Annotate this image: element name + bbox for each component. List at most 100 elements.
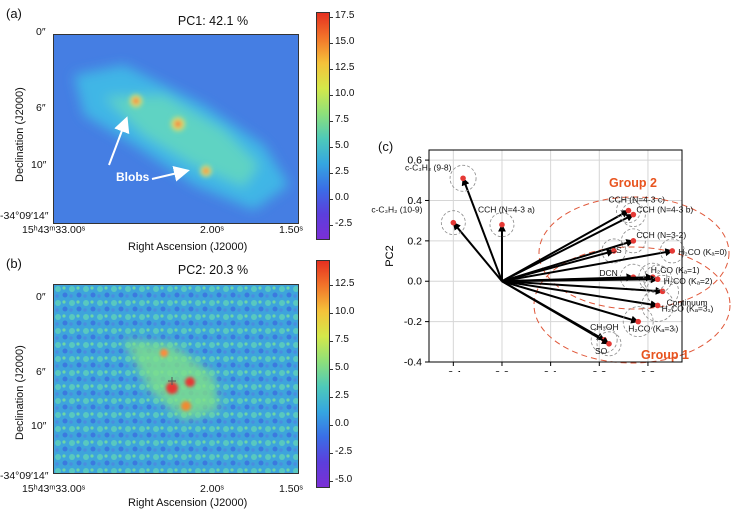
panel-a-cbar-tick: 0.0: [335, 192, 349, 203]
point-label: c-C₃H₂ (10-9): [371, 205, 422, 215]
panel-b-colorbar: 12.5 10.0 7.5 5.0 2.5 0.0 -2.5 -5.0: [316, 260, 354, 488]
group1-label: Group 1: [641, 348, 689, 362]
point-label: H₂CO (Kₐ=1): [651, 265, 700, 275]
loading-point: [654, 276, 661, 283]
panel-a-xtick-2: 1.50ˢ: [279, 224, 304, 236]
point-circle: [440, 210, 466, 236]
loading-point: [460, 175, 466, 182]
point-circle: [620, 202, 646, 228]
panel-b-xtick-1: 2.00ˢ: [200, 483, 225, 495]
point-label: CCH (N=4-3 c): [608, 195, 665, 205]
panel-b-cbar-tick: 7.5: [335, 334, 349, 345]
blobs-arrows: [108, 116, 190, 182]
loading-point: [611, 248, 617, 254]
panel-c-label: (c): [378, 139, 394, 154]
panel-b-cbar-tick: 0.0: [335, 418, 349, 429]
panel-a-cbar-tick: 7.5: [335, 114, 349, 125]
panel-b-ytick-3: -34°09′14″: [0, 470, 49, 482]
loading-point: [630, 238, 637, 244]
loading-point: [499, 221, 505, 228]
point-circle: [620, 228, 646, 254]
point-circle: [659, 238, 685, 264]
panel-b-ylabel: Declination (J2000): [14, 345, 26, 440]
plot-frame: [428, 149, 683, 363]
loading-point: [630, 211, 637, 218]
loading-arrow: [461, 177, 503, 282]
loading-point: [659, 288, 666, 295]
loading-arrow: [501, 248, 615, 283]
x-tick-label: 0.3: [641, 369, 656, 372]
panel-b-cbar-tick: 2.5: [335, 390, 349, 401]
loading-point: [450, 219, 457, 226]
panel-a-colorbar: 17.5 15.0 12.5 10.0 7.5 5.0 2.5 0.0 -2.5: [316, 10, 354, 240]
panel-b-ytick-2: 10″: [31, 420, 47, 432]
point-circle: [449, 164, 477, 192]
loading-point: [625, 207, 632, 214]
panel-a-xtick-0: 15ʰ43ᵐ33.00ˢ: [22, 224, 86, 236]
loading-arrow: [501, 280, 659, 309]
panel-a-cbar-tick: 12.5: [335, 62, 355, 73]
pc2-map-image: [54, 285, 298, 473]
point-label: H₂CO (Kₐ=3ₗ): [628, 324, 678, 334]
y-tick-label: 0.2: [407, 235, 422, 247]
group2-ellipse: [538, 196, 730, 310]
point-label: CCH (N=3-2): [636, 230, 686, 240]
y-tick-label: 0.4: [407, 195, 422, 207]
panel-a-cbar-tick: 15.0: [335, 36, 355, 47]
x-tick-label: 0.1: [543, 369, 558, 372]
point-label: Continuum: [667, 297, 708, 307]
panel-b-ytick-1: 6″: [36, 366, 46, 378]
panel-b-xlabel: Right Ascension (J2000): [128, 497, 248, 509]
pc1-map-image: [54, 35, 298, 223]
point-label: CCH (N=4-3 b): [636, 205, 693, 215]
point-circle: [622, 306, 654, 338]
panel-a-ytick-0: 0″: [36, 26, 46, 38]
x-tick-label: 0.2: [592, 369, 607, 372]
panel-a-cbar-tick: 5.0: [335, 140, 349, 151]
point-label: CH₃OH: [590, 322, 619, 332]
loading-arrow: [501, 213, 635, 283]
x-tick-label: -0.1: [444, 369, 462, 372]
loading-point: [654, 302, 661, 309]
y-tick-label: 0.0: [407, 276, 422, 288]
point-circle: [641, 289, 675, 322]
loading-arrow: [501, 280, 664, 295]
loading-point: [669, 248, 676, 254]
point-circle: [590, 326, 618, 354]
panel-a-ytick-3: -34°09′14″: [0, 210, 49, 222]
point-label: CCH (N=4-3 a): [478, 205, 535, 215]
x-tick-label: 0.0: [495, 369, 510, 372]
loading-arrow: [501, 248, 674, 283]
panel-b-cbar-tick: 5.0: [335, 362, 349, 373]
pc1-map: Blobs: [53, 34, 299, 224]
panel-a-cbar-tick: 10.0: [335, 88, 355, 99]
panel-a-xlabel: Right Ascension (J2000): [128, 241, 248, 253]
loading-arrow: [501, 280, 640, 324]
panel-a-cbar-tick: 2.5: [335, 166, 349, 177]
panel-b-cbar-tick: 12.5: [335, 278, 355, 289]
point-label: H₂CO (Kₐ=2): [664, 276, 713, 286]
panel-a-ytick-2: 10″: [31, 159, 47, 171]
panel-b-ytick-0: 0″: [36, 291, 46, 303]
point-label: H₂CO (Kₐ=0): [678, 247, 727, 257]
panel-b-title: PC2: 20.3 %: [177, 263, 249, 277]
loading-arrow: [501, 275, 659, 284]
point-label: DCN: [599, 268, 617, 278]
pc2-map: [53, 284, 299, 474]
loading-point: [606, 341, 612, 347]
loading-arrow: [452, 221, 503, 282]
group2-label: Group 2: [609, 176, 657, 190]
point-circle: [489, 212, 515, 238]
panel-a-cbar-tick: -2.5: [335, 218, 353, 229]
panel-b-label: (b): [6, 256, 22, 271]
group1-ellipse: [533, 246, 731, 364]
panel-b-xtick-2: 1.50ˢ: [279, 483, 304, 495]
point-label: H₂CO (Kₐ=3₁): [662, 303, 714, 313]
pca-biplot: c-C₃H₂ (9-8) c-C₃H₂ (10-9) CCH (N=4-3 a) CC…: [371, 149, 731, 372]
panel-a-ytick-1: 6″: [36, 102, 46, 114]
panel-b-cbar-tick: -5.0: [335, 474, 353, 485]
panel-a-title: PC1: 42.1 %: [177, 14, 249, 28]
panel-b-cbar-tick: 10.0: [335, 306, 355, 317]
y-tick-label: -0.2: [404, 316, 422, 328]
y-tick-label: 0.6: [407, 155, 422, 167]
